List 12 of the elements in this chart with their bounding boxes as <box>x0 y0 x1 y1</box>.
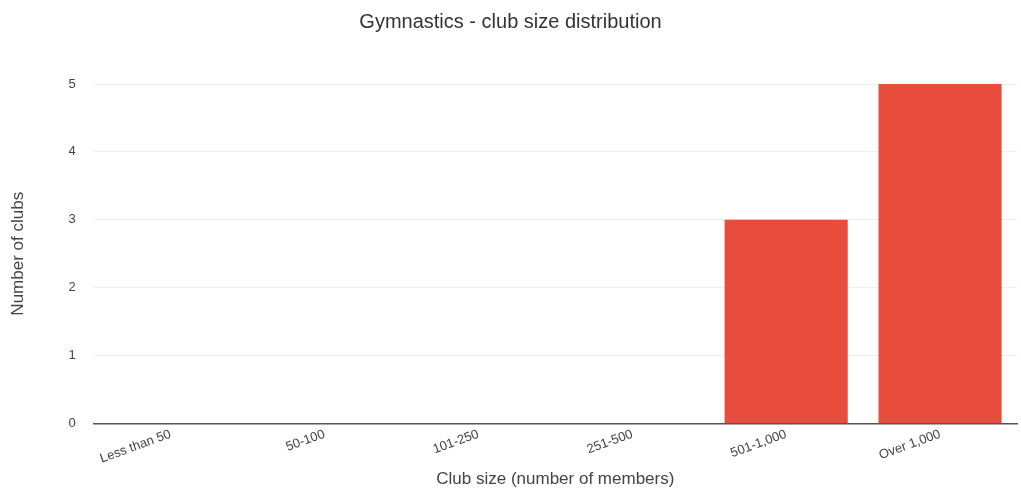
chart-title: Gymnastics - club size distribution <box>359 9 662 32</box>
x-tick-label: Over 1,000 <box>876 425 943 462</box>
y-tick-label: 3 <box>68 211 76 227</box>
x-tick-label: 50-100 <box>283 425 327 454</box>
y-tick-label: 5 <box>68 75 76 91</box>
y-tick-label: 1 <box>68 347 76 363</box>
x-axis-title: Club size (number of members) <box>436 469 675 489</box>
y-tick-label: 0 <box>68 415 76 431</box>
y-axis-title: Number of clubs <box>7 191 27 316</box>
y-tick-label: 4 <box>68 143 76 159</box>
x-tick-label: Less than 50 <box>97 425 173 466</box>
y-tick-label: 2 <box>68 279 76 295</box>
